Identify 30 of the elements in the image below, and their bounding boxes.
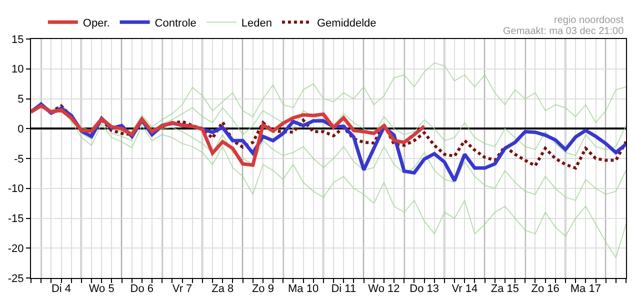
y-tick-label: -10 bbox=[8, 183, 24, 196]
x-tick-label: Zo 9 bbox=[252, 283, 274, 296]
x-tick-label: Za 8 bbox=[212, 283, 234, 296]
y-tick-label: -5 bbox=[14, 153, 24, 166]
y-tick-label: 15 bbox=[12, 34, 24, 46]
x-tick-label: Ma 10 bbox=[288, 283, 319, 296]
line-series bbox=[31, 104, 426, 167]
x-tick-label: Za 15 bbox=[490, 283, 520, 296]
y-tick-label: 5 bbox=[18, 94, 24, 106]
y-tick-label: 10 bbox=[12, 64, 24, 76]
legend-label: Oper. bbox=[82, 17, 110, 30]
x-tick-label: Do 6 bbox=[130, 283, 154, 296]
text: Gemaakt: ma 03 dec 21:00 bbox=[503, 26, 624, 37]
x-tick-label: Wo 5 bbox=[88, 283, 114, 296]
x-tick-label: Vr 14 bbox=[452, 283, 478, 296]
y-tick-label: -20 bbox=[8, 242, 24, 255]
x-tick-label: Vr 7 bbox=[172, 283, 192, 296]
x-tick-label: Di 4 bbox=[51, 283, 72, 296]
legend-label: Controle bbox=[154, 17, 196, 30]
x-tick-label: Do 13 bbox=[410, 283, 439, 296]
legend-label: Leden bbox=[241, 17, 272, 30]
y-tick-label: -15 bbox=[8, 213, 24, 226]
x-tick-label: Ma 17 bbox=[570, 283, 601, 296]
x-tick-label: Di 11 bbox=[331, 283, 356, 296]
text: regio noordoost bbox=[554, 15, 624, 26]
y-tick-label: 0 bbox=[18, 123, 24, 136]
x-tick-label: Zo 16 bbox=[531, 283, 560, 296]
x-tick-label: Wo 12 bbox=[368, 283, 400, 296]
y-tick-label: -25 bbox=[8, 272, 24, 285]
legend-label: Gemiddelde bbox=[316, 17, 376, 30]
